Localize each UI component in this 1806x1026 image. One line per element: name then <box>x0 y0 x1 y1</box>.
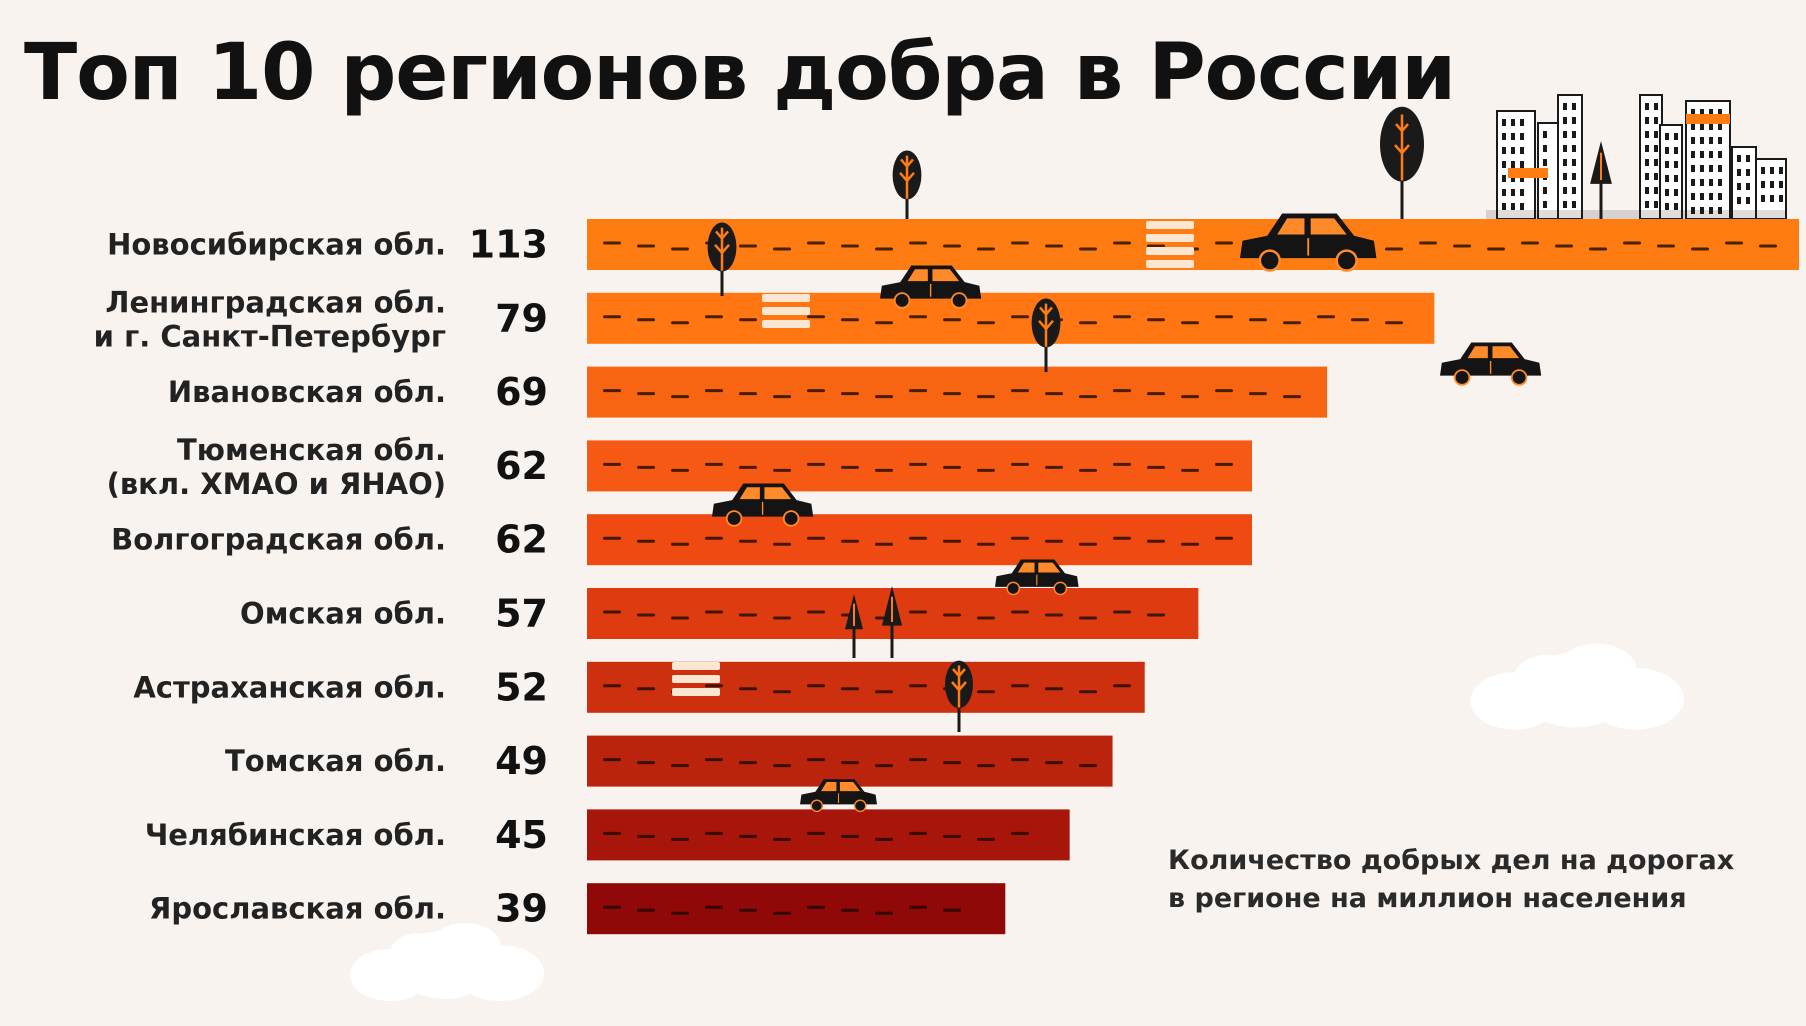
chart-caption: Количество добрых дел на дорогах в регио… <box>1168 842 1734 918</box>
road-markings <box>603 831 1029 841</box>
crosswalk-icon <box>1146 221 1194 268</box>
road-markings <box>603 905 961 915</box>
bar-value: 113 <box>469 223 548 267</box>
category-label: Ленинградская обл. <box>105 285 446 319</box>
road-markings <box>603 758 1097 768</box>
road-markings <box>603 389 1301 399</box>
bar-value: 62 <box>495 518 548 562</box>
category-label: (вкл. ХМАО и ЯНАО) <box>107 467 446 501</box>
category-label: Тюменская обл. <box>177 433 446 467</box>
category-label: Ивановская обл. <box>168 375 446 409</box>
bar-value: 39 <box>495 887 548 931</box>
car-icon <box>1440 342 1542 386</box>
bar-value: 62 <box>495 444 548 488</box>
city-skyline-icon <box>1486 94 1787 220</box>
tree-icon <box>945 660 973 732</box>
bar-value: 79 <box>495 296 548 340</box>
category-label: Челябинская обл. <box>145 818 446 852</box>
bar <box>587 883 1006 935</box>
crosswalk-icon <box>672 662 720 696</box>
category-label: Волгоградская обл. <box>111 523 446 557</box>
car-icon <box>880 265 982 309</box>
tree-icon <box>1590 141 1612 219</box>
crosswalk-icon <box>762 294 810 328</box>
road-markings <box>603 536 1233 546</box>
car-icon <box>800 779 877 813</box>
cloud-icon <box>350 923 544 1001</box>
tree-icon <box>1031 298 1061 372</box>
tree-icon <box>881 586 903 658</box>
bar-value: 57 <box>495 592 548 636</box>
bar-value: 49 <box>495 739 548 783</box>
road-markings <box>603 610 1165 620</box>
bar-value: 45 <box>495 813 548 857</box>
bar-value: 69 <box>495 370 548 414</box>
road-markings <box>603 315 1403 325</box>
car-icon <box>712 483 814 527</box>
tree-icon <box>845 594 863 658</box>
car-icon <box>1240 213 1377 272</box>
category-label: Омская обл. <box>240 597 446 631</box>
category-label: Ярославская обл. <box>149 892 446 926</box>
car-icon <box>995 559 1079 596</box>
tree-icon <box>707 222 737 296</box>
bar-value: 52 <box>495 665 548 709</box>
road-markings <box>603 462 1233 472</box>
category-label: и г. Санкт-Петербург <box>94 319 446 353</box>
cloud-icon <box>1470 643 1684 730</box>
tree-icon <box>892 150 922 224</box>
category-label: Томская обл. <box>225 744 446 778</box>
tree-icon <box>1380 106 1424 219</box>
caption-line-1: Количество добрых дел на дорогах <box>1168 845 1735 876</box>
caption-line-2: в регионе на миллион населения <box>1168 883 1687 914</box>
bar <box>587 292 1435 344</box>
page-title: Топ 10 регионов добра в России <box>24 28 1456 118</box>
bar <box>587 809 1070 861</box>
category-label: Астраханская обл. <box>133 670 446 704</box>
category-label: Новосибирская обл. <box>107 228 446 262</box>
